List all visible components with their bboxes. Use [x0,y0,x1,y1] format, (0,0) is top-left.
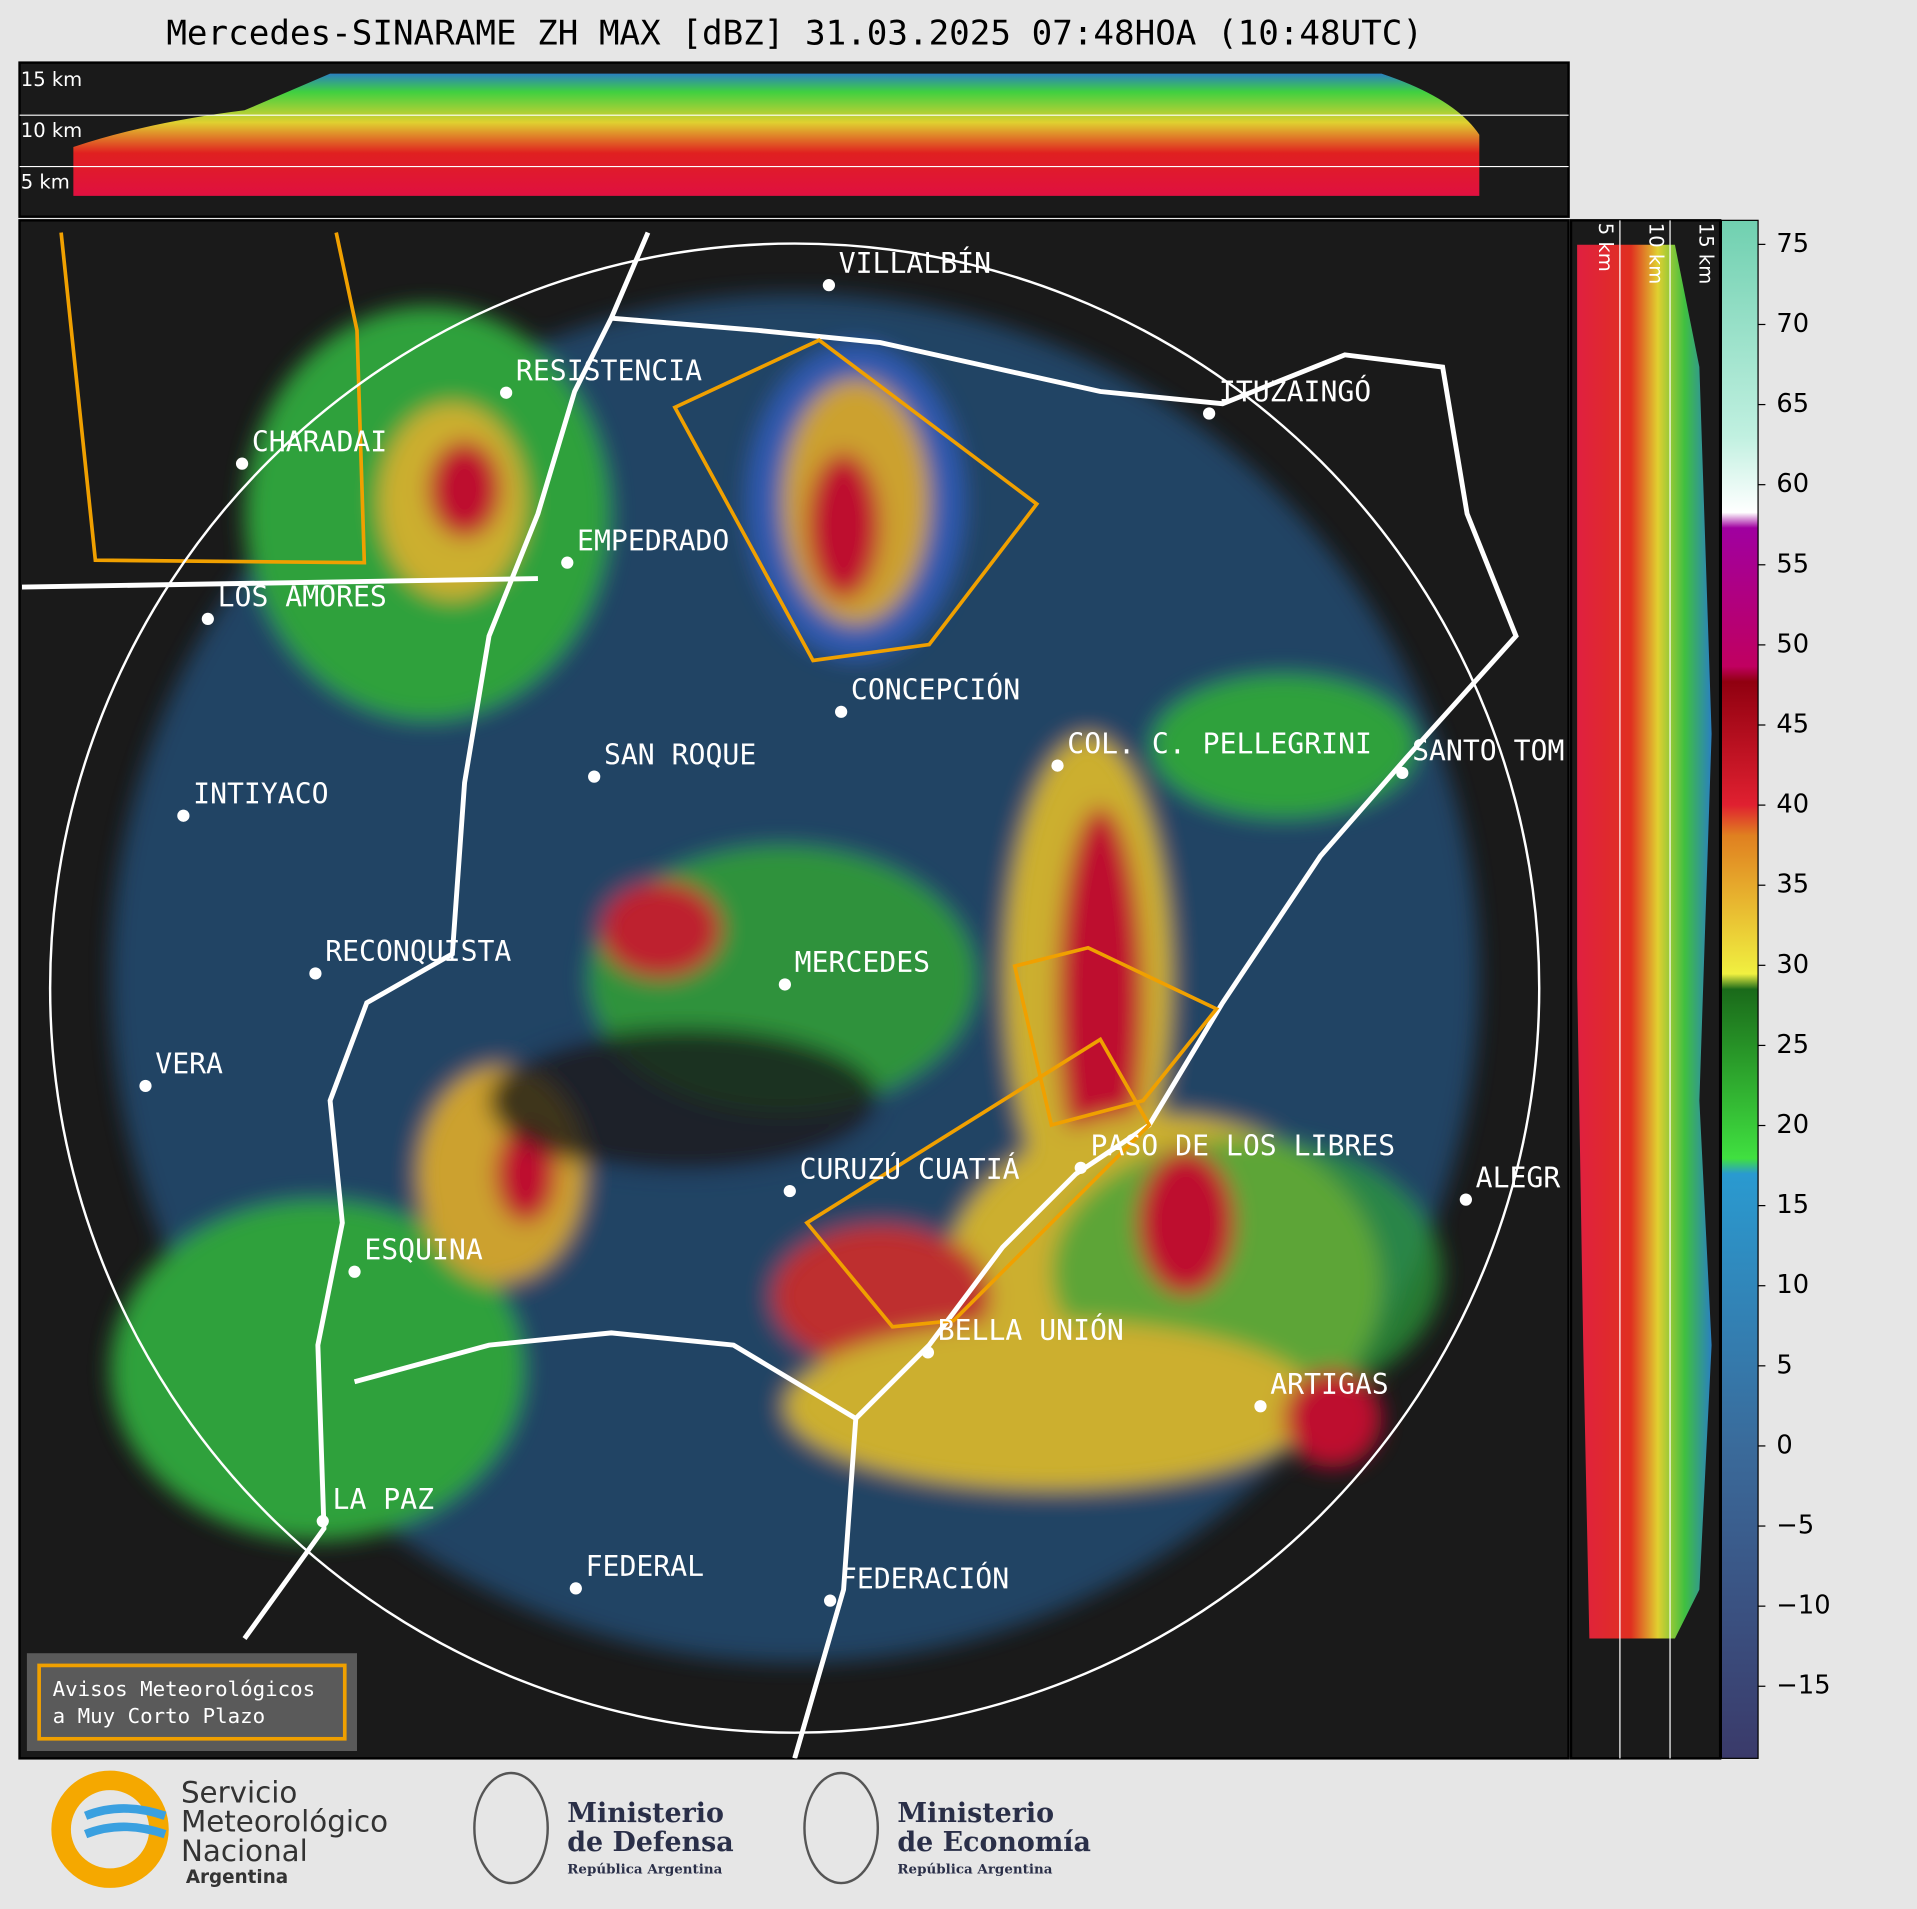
city-dot [561,556,574,569]
city-label: RECONQUISTA [325,935,511,968]
height-label: 10 km [21,119,82,142]
logo-text: Argentina [186,1867,288,1888]
tick-label: 65 [1776,389,1809,419]
city-dot [1254,1400,1267,1413]
city-dot [835,705,848,718]
height-label: 10 km [1644,223,1667,284]
city-label: CURUZÚ CUATIÁ [800,1152,1020,1186]
city-label: PASO DE LOS LIBRES [1091,1130,1396,1163]
notice-text: a Muy Corto Plazo [53,1704,266,1728]
city-dot [822,279,836,292]
city-label: INTIYACO [193,778,328,811]
city-label: MERCEDES [795,946,930,979]
logo-text: Servicio [181,1775,297,1809]
tick-label: 40 [1776,790,1809,820]
city-label: RESISTENCIA [516,355,702,388]
city-label: FEDERAL [586,1550,704,1583]
notice-border [37,1663,347,1741]
city-dot [1051,759,1064,772]
city-dot [316,1515,329,1528]
notice-box[interactable] [26,1653,357,1752]
city-label: EMPEDRADO [577,524,729,557]
tick-label: 15 [1776,1190,1809,1220]
city-dot [921,1346,935,1359]
city-dot [569,1582,582,1595]
city-dot [1074,1161,1087,1174]
tick-label: 30 [1776,950,1809,980]
city-label: ALEGR [1476,1161,1561,1194]
height-label: 15 km [1694,223,1717,284]
tick-label: 0 [1776,1430,1792,1460]
tick-label: 70 [1776,309,1809,339]
city-dot [778,978,792,991]
tick-label: 60 [1776,469,1809,499]
city-label: LOS AMORES [218,581,387,614]
tick-label: −10 [1776,1591,1830,1621]
logo-text: Meteorológico [181,1805,388,1839]
height-label: 5 km [1594,223,1617,272]
tick-label: −5 [1776,1511,1814,1541]
city-label: ESQUINA [364,1234,483,1267]
smn-waves [83,1804,167,1839]
city-dot [235,457,249,470]
city-label: LA PAZ [333,1483,435,1516]
tick-label: 25 [1776,1030,1809,1060]
logo-text: Nacional [181,1834,308,1868]
city-dot [783,1184,796,1198]
city-dot [139,1079,152,1093]
city-dot [588,770,601,783]
city-label: COL. C. PELLEGRINI [1067,727,1372,760]
city-dot [201,612,214,626]
notice-text: Avisos Meteorológicos [53,1677,316,1701]
radar-echoes [21,231,1541,1759]
tick-label: 55 [1776,549,1809,579]
side-echo [1577,244,1712,1639]
height-label: 15 km [21,68,82,91]
logo-text: Ministerio [567,1798,724,1829]
city-label: BELLA UNIÓN [938,1313,1124,1347]
city-label: SANTO TOM [1412,735,1564,768]
city-label: ARTIGAS [1270,1368,1388,1401]
tick-label: 45 [1776,709,1809,739]
colorbar [1720,219,1759,1759]
logo-text: de Economía [897,1827,1091,1858]
city-dot [1396,766,1409,780]
tick-label: 35 [1776,870,1809,900]
tick-label: 20 [1776,1110,1809,1140]
tick-label: 75 [1776,229,1809,259]
city-labels: VILLALBÍN RESISTENCIA CHARADAI EMPEDRADO LOS… [139,246,1564,1607]
city-label: CHARADAI [252,425,387,458]
logo-text: República Argentina [567,1861,722,1877]
city-label: SAN ROQUE [604,738,756,771]
top-echo [73,73,1480,196]
tick-label: 10 [1776,1270,1809,1300]
logo-text: Ministerio [897,1798,1054,1829]
city-dot [309,967,322,980]
city-dot [1459,1193,1472,1206]
coat-of-arms [473,1771,549,1885]
title: Mercedes-SINARAME ZH MAX [dBZ] 31.03.202… [166,13,1423,53]
city-dot [348,1265,361,1278]
logo-text: de Defensa [567,1827,733,1858]
tick-label: −15 [1776,1671,1830,1701]
tick-label: 50 [1776,629,1809,659]
coat-of-arms [803,1771,880,1885]
city-dot [500,386,513,399]
city-label: CONCEPCIÓN [851,673,1020,707]
city-dot [824,1594,837,1607]
tick-label: 5 [1776,1350,1792,1380]
city-label: ITUZAINGÓ [1219,374,1371,408]
height-label: 5 km [21,171,70,194]
city-dot [1203,407,1216,420]
city-dot [177,809,190,822]
logo-text: República Argentina [897,1861,1052,1877]
city-label: VERA [155,1048,223,1081]
city-label: VILLALBÍN [839,246,991,280]
city-label: FEDERACIÓN [840,1561,1009,1595]
